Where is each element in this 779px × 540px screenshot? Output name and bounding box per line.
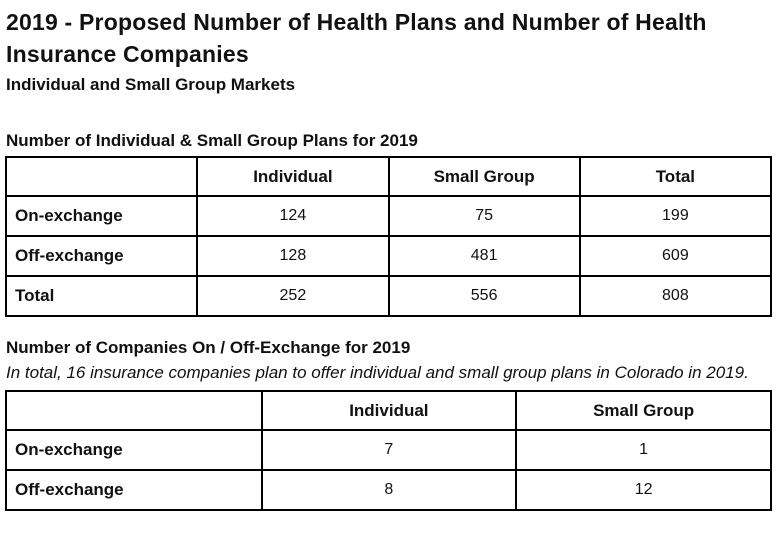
value-cell: 1 [515, 429, 772, 471]
plans-table-header-row: Individual Small Group Total [4, 156, 773, 197]
companies-section-heading: Number of Companies On / Off-Exchange fo… [6, 338, 411, 357]
page-subtitle: Individual and Small Group Markets [6, 75, 296, 94]
column-header-individual: Individual [196, 156, 390, 197]
companies-table: Individual Small Group On-exchange 7 1 O… [5, 390, 772, 511]
companies-table-header-row: Individual Small Group [5, 390, 772, 431]
value-cell: 8 [260, 469, 518, 511]
table-row-off-exchange: Off-exchange 8 12 [5, 469, 772, 511]
value-cell: 7 [260, 429, 518, 471]
column-header-small-group: Small Group [515, 390, 772, 431]
value-cell: 808 [578, 275, 773, 317]
row-label-cell: Off-exchange [5, 469, 263, 511]
value-cell: 481 [387, 235, 581, 277]
column-header-blank [5, 390, 263, 431]
companies-note: In total, 16 insurance companies plan to… [6, 363, 749, 382]
value-cell: 75 [387, 195, 581, 237]
value-cell: 609 [578, 235, 773, 277]
row-label-cell: Total [4, 275, 199, 317]
table-row-on-exchange: On-exchange 7 1 [5, 429, 772, 471]
column-header-blank [4, 156, 199, 197]
plans-table: Individual Small Group Total On-exchange… [4, 156, 773, 317]
row-label-cell: On-exchange [5, 429, 263, 471]
row-label-cell: On-exchange [4, 195, 199, 237]
column-header-total: Total [578, 156, 773, 197]
table-row-total: Total 252 556 808 [4, 275, 773, 317]
value-cell: 252 [196, 275, 390, 317]
column-header-small-group: Small Group [387, 156, 581, 197]
column-header-individual: Individual [260, 390, 518, 431]
value-cell: 12 [515, 469, 772, 511]
table-row-off-exchange: Off-exchange 128 481 609 [4, 235, 773, 277]
page-title-line-2: Insurance Companies [6, 41, 249, 67]
value-cell: 124 [196, 195, 390, 237]
table-row-on-exchange: On-exchange 124 75 199 [4, 195, 773, 237]
plans-section-heading: Number of Individual & Small Group Plans… [6, 131, 418, 150]
row-label-cell: Off-exchange [4, 235, 199, 277]
value-cell: 199 [578, 195, 773, 237]
value-cell: 128 [196, 235, 390, 277]
page-title-line-1: 2019 - Proposed Number of Health Plans a… [6, 9, 707, 35]
page-title: 2019 - Proposed Number of Health Plans a… [6, 6, 773, 70]
value-cell: 556 [387, 275, 581, 317]
